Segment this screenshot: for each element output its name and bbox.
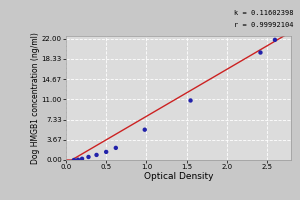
Point: [142, 128, 147, 131]
Point: [188, 99, 193, 102]
Point: [113, 146, 118, 149]
Point: [258, 51, 263, 54]
Text: r = 0.99992104: r = 0.99992104: [235, 22, 294, 28]
Point: [86, 155, 91, 159]
Point: [76, 158, 80, 161]
Point: [272, 38, 277, 41]
Text: k = 0.11602398: k = 0.11602398: [235, 10, 294, 16]
Point: [104, 150, 109, 153]
X-axis label: Optical Density: Optical Density: [144, 172, 213, 181]
Point: [80, 157, 85, 160]
Y-axis label: Dog HMGB1 concentration (ng/ml): Dog HMGB1 concentration (ng/ml): [31, 32, 40, 164]
Point: [72, 158, 76, 162]
Point: [94, 153, 99, 157]
